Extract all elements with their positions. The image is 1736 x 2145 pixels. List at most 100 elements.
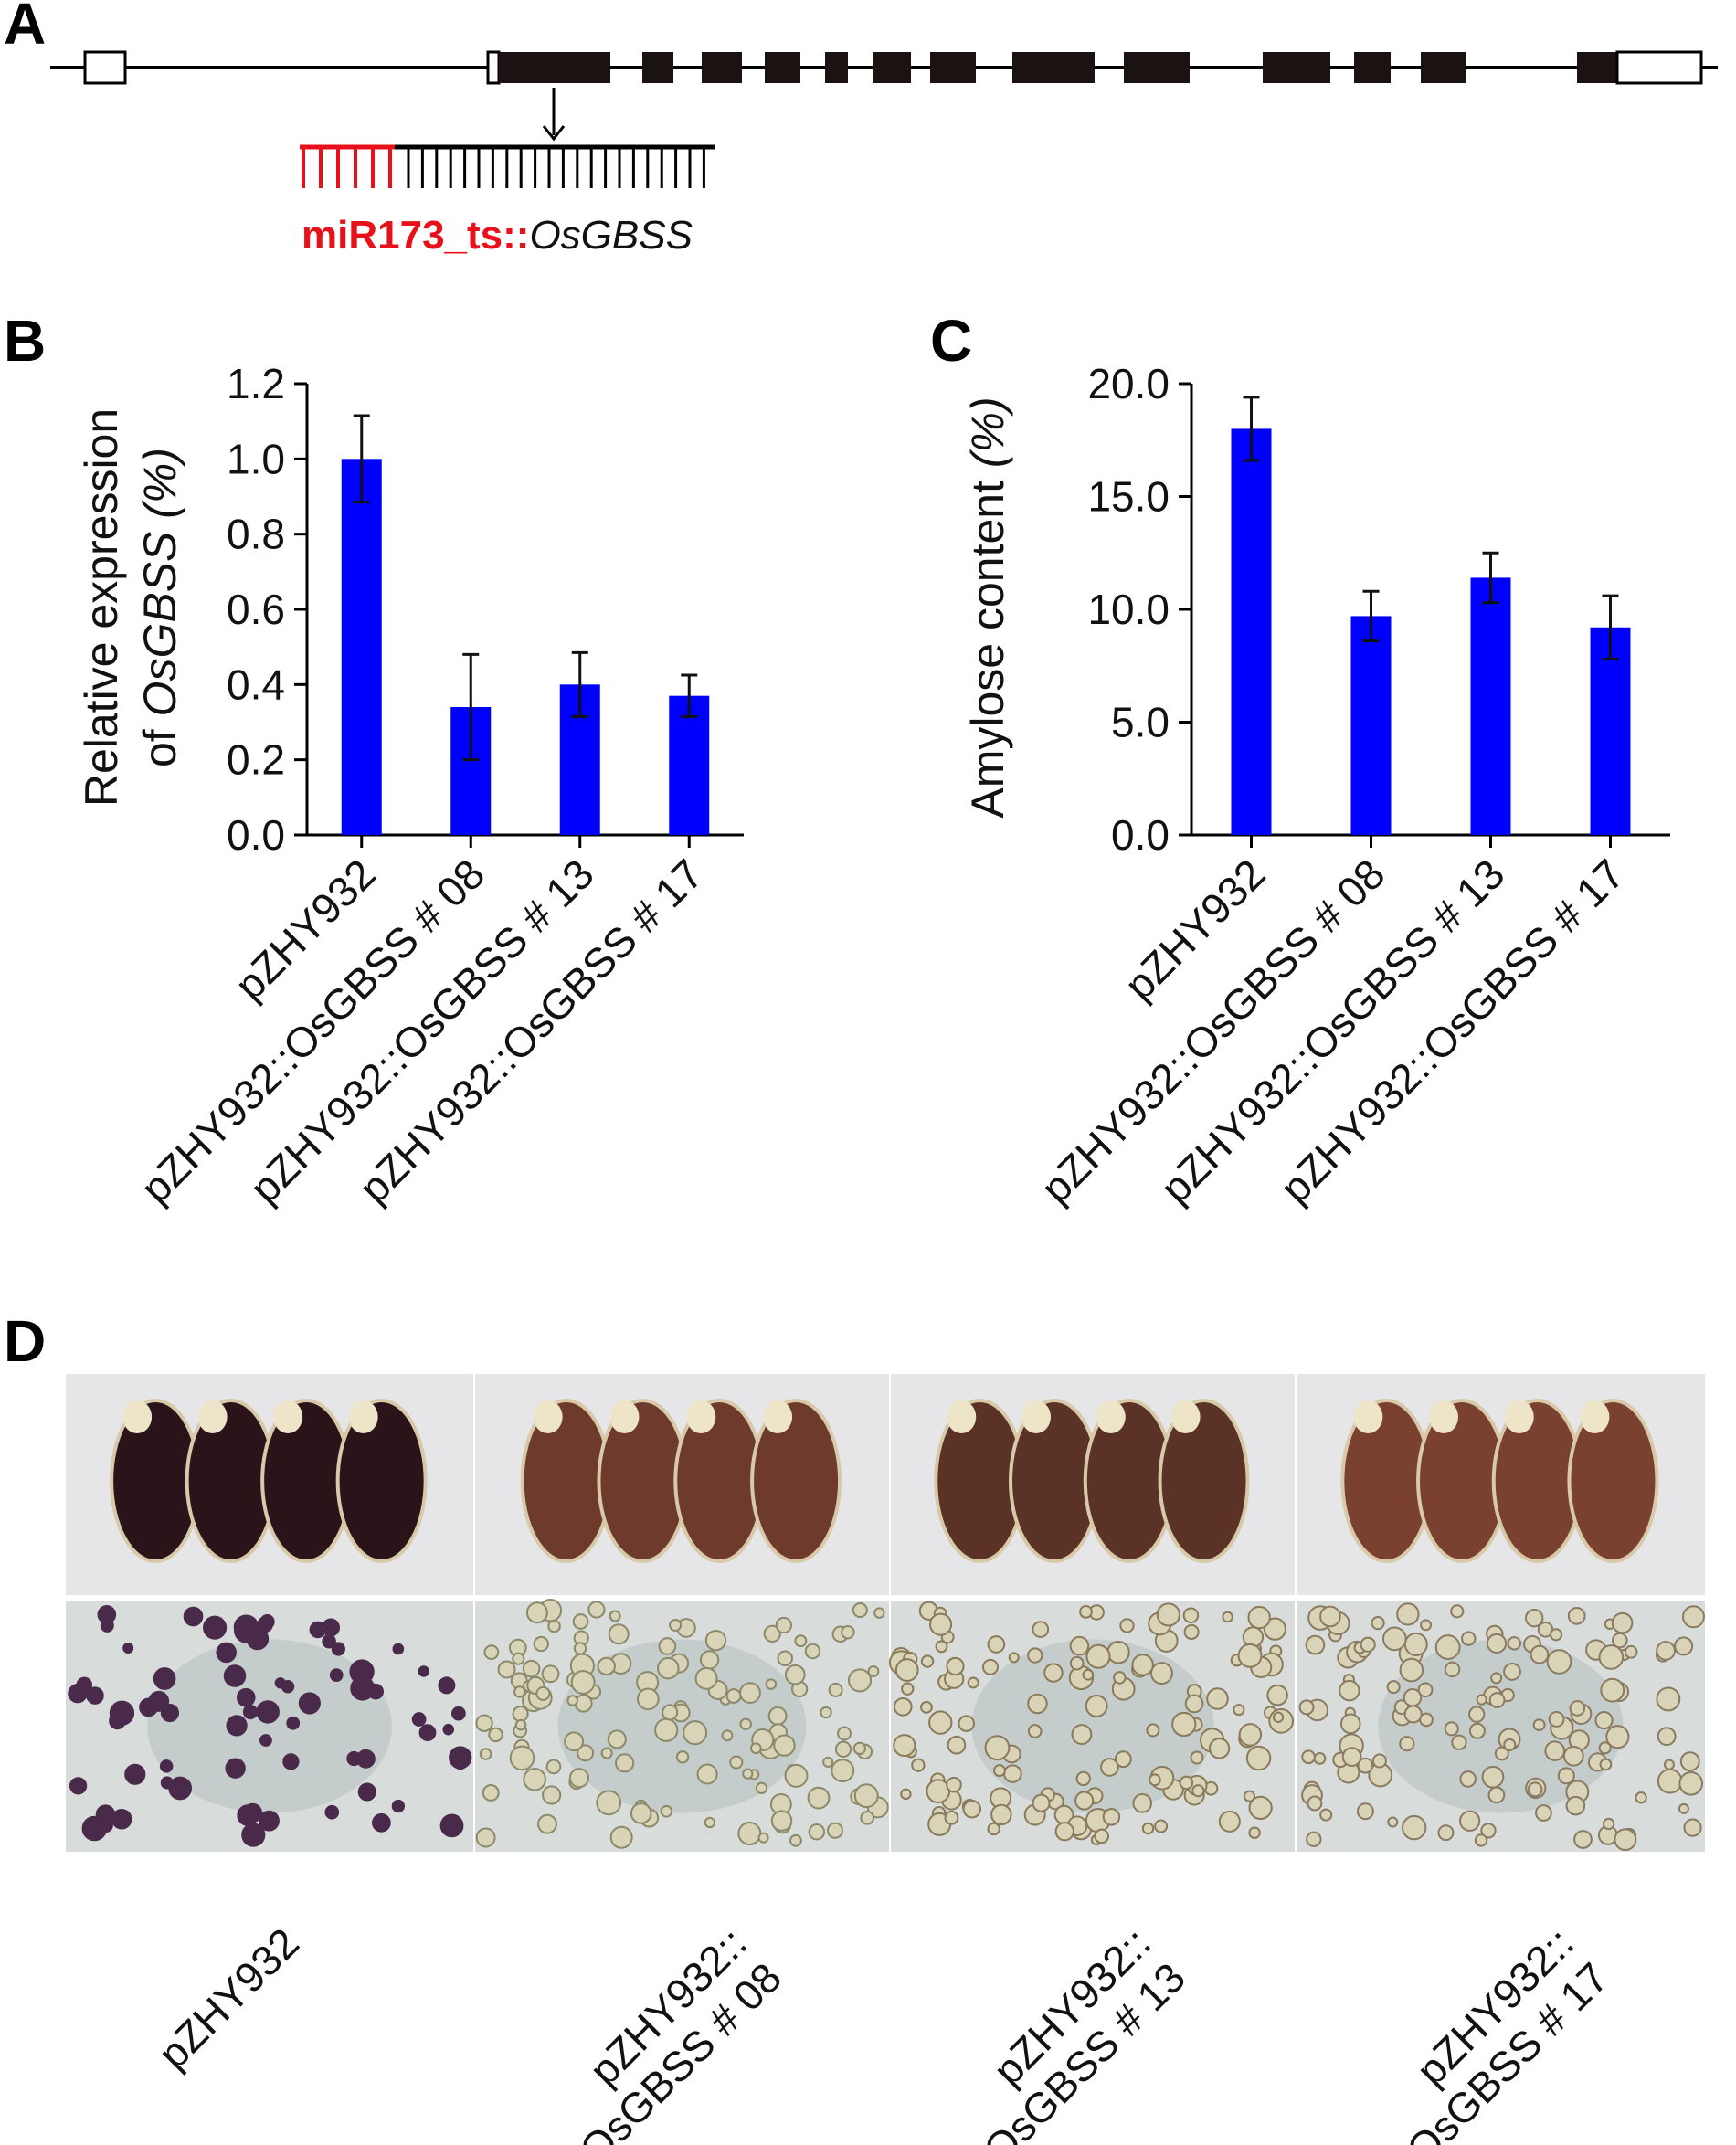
starch-granule — [1313, 1752, 1327, 1765]
y-tick-label: 1.2 — [227, 360, 285, 407]
starch-granule — [873, 1607, 885, 1619]
starch-granule — [1420, 1619, 1433, 1632]
starch-granule — [216, 1642, 237, 1664]
starch-granule — [1635, 1791, 1647, 1804]
starch-granule — [901, 1682, 915, 1696]
starch-granule — [1082, 1668, 1095, 1681]
starch-granule — [1573, 1830, 1593, 1849]
bar — [1470, 577, 1511, 835]
starch-granule — [124, 1763, 146, 1785]
starch-granule — [822, 1756, 834, 1768]
starch-granule — [1468, 1722, 1486, 1739]
starch-granule — [350, 1675, 376, 1701]
starch-granule — [1243, 1790, 1256, 1802]
starch-granule — [962, 1799, 981, 1819]
starch-granule — [1527, 1781, 1543, 1798]
starch-granule — [755, 1781, 768, 1794]
starch-granule — [391, 1799, 406, 1813]
starch-granule — [1468, 1706, 1486, 1723]
starch-granule — [834, 1740, 852, 1758]
starch-granule — [1003, 1764, 1022, 1783]
starch-granule — [1444, 1661, 1461, 1678]
starch-granule — [282, 1753, 300, 1770]
starch-granule — [784, 1763, 809, 1788]
exon-box — [765, 52, 800, 83]
starch-granule — [982, 1658, 999, 1675]
starch-granule — [987, 1635, 1006, 1654]
starch-granule — [1027, 1647, 1043, 1664]
starch-granule — [1102, 1808, 1121, 1826]
starch-granule — [241, 1823, 266, 1847]
bar — [1590, 627, 1631, 835]
starch-granule — [947, 1735, 967, 1755]
starch-granule — [442, 1723, 455, 1736]
starch-granule — [900, 1788, 912, 1801]
starch-granule — [1387, 1816, 1399, 1828]
starch-granule — [1222, 1611, 1233, 1623]
seed-embryo — [273, 1400, 303, 1433]
starch-granule — [1656, 1686, 1681, 1712]
starch-granule — [1450, 1604, 1465, 1619]
starch-granule — [488, 1727, 503, 1743]
starch-granule — [699, 1650, 720, 1670]
starch-granule — [987, 1822, 1000, 1836]
starch-granule — [852, 1601, 868, 1618]
starch-granule — [233, 1614, 259, 1641]
starch-granule — [928, 1612, 953, 1636]
starch-granule — [346, 1750, 362, 1767]
starch-granule — [148, 1690, 170, 1712]
exon-box — [499, 52, 610, 83]
starch-granule — [1674, 1636, 1694, 1656]
starch-granule — [274, 1677, 286, 1689]
starch-granule — [453, 1756, 468, 1770]
starch-granule — [1206, 1687, 1229, 1710]
starch-granule — [763, 1624, 781, 1643]
starch-granule — [784, 1664, 806, 1685]
starch-granule — [109, 1712, 126, 1730]
starch-granule — [1599, 1758, 1613, 1771]
seed-grain — [335, 1399, 428, 1563]
starch-granule — [1624, 1644, 1638, 1659]
starch-granule — [1054, 1822, 1074, 1842]
starch-granule — [990, 1803, 1012, 1826]
starch-granule — [537, 1813, 557, 1834]
starch-granule — [522, 1659, 541, 1678]
starch-granule — [894, 1658, 919, 1683]
starch-granule — [757, 1832, 769, 1844]
starch-granule — [1507, 1636, 1521, 1651]
exon-box — [702, 52, 742, 83]
starch-granule — [1567, 1606, 1586, 1625]
starch-granule — [1356, 1802, 1374, 1821]
starch-granule — [808, 1823, 826, 1841]
starch-granule — [1319, 1605, 1341, 1628]
starch-granule — [1027, 1693, 1048, 1715]
starch-granule — [1043, 1663, 1064, 1683]
starch-granule — [1535, 1804, 1552, 1822]
starch-granule — [739, 1717, 752, 1731]
starch-granule — [1306, 1831, 1322, 1847]
starch-granule — [737, 1822, 762, 1846]
starch-granule — [153, 1667, 176, 1690]
starch-granule — [357, 1782, 376, 1802]
exon-box — [1421, 52, 1466, 83]
starch-granule — [564, 1731, 585, 1752]
seed-embryo — [1170, 1400, 1201, 1433]
starch-granule — [411, 1712, 427, 1727]
starch-granule — [1546, 1649, 1572, 1675]
starch-granule — [1245, 1745, 1272, 1771]
starch-granule — [614, 1753, 635, 1773]
starch-granule — [1298, 1699, 1315, 1716]
starch-granule — [1532, 1718, 1546, 1732]
starch-granule — [1403, 1632, 1428, 1656]
seed-grain — [1567, 1399, 1659, 1563]
starch-granule — [739, 1682, 761, 1705]
starch-granule — [1656, 1641, 1676, 1661]
starch-granule — [1657, 1768, 1683, 1794]
starch-granule — [331, 1642, 345, 1656]
starch-granule — [183, 1606, 204, 1627]
starch-granule — [1341, 1747, 1362, 1767]
starch-granule — [69, 1777, 88, 1795]
exon-boxes — [499, 52, 1617, 83]
starch-granule — [683, 1720, 708, 1746]
starch-granule — [1598, 1741, 1612, 1755]
